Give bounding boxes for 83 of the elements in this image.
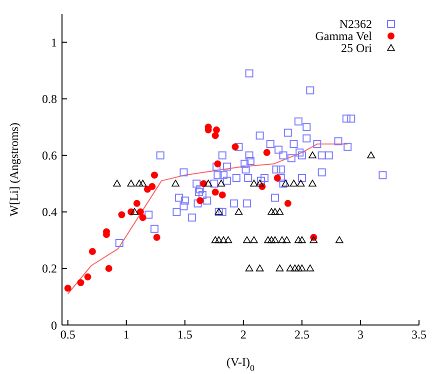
y-tick-label: 0 bbox=[51, 318, 57, 332]
point bbox=[135, 180, 144, 187]
point bbox=[250, 180, 258, 187]
point bbox=[204, 180, 212, 187]
point bbox=[308, 180, 316, 187]
point bbox=[133, 200, 140, 207]
point bbox=[271, 208, 279, 215]
x-axis-title: (V-I)$_{0}$ bbox=[226, 355, 256, 373]
point bbox=[256, 180, 264, 187]
point bbox=[243, 236, 251, 244]
point bbox=[212, 188, 219, 196]
point bbox=[138, 180, 147, 187]
point bbox=[64, 284, 72, 292]
point bbox=[256, 264, 264, 272]
point bbox=[278, 236, 286, 244]
point bbox=[139, 214, 146, 222]
point bbox=[245, 264, 254, 272]
point bbox=[336, 236, 344, 244]
point bbox=[294, 264, 302, 272]
point bbox=[105, 264, 112, 272]
x-tick-label: 1.5 bbox=[177, 328, 192, 342]
point bbox=[217, 180, 226, 187]
x-tick-label: 2.5 bbox=[294, 328, 310, 342]
point bbox=[276, 264, 284, 272]
point bbox=[150, 172, 158, 179]
point bbox=[113, 180, 121, 187]
point bbox=[88, 248, 96, 255]
point bbox=[294, 236, 302, 244]
point bbox=[276, 208, 284, 215]
point bbox=[298, 264, 306, 272]
point bbox=[264, 236, 272, 244]
point bbox=[290, 180, 298, 187]
point bbox=[271, 236, 279, 244]
point bbox=[268, 208, 276, 215]
point bbox=[196, 197, 204, 204]
x-tick-label: 2 bbox=[240, 328, 246, 342]
x-tick-label: 0.5 bbox=[60, 328, 76, 342]
point bbox=[286, 264, 294, 272]
y-tick-label: 0.8 bbox=[42, 92, 57, 106]
point bbox=[212, 132, 219, 140]
x-tick-label: 3.5 bbox=[412, 328, 426, 342]
point bbox=[211, 236, 220, 244]
point bbox=[172, 180, 180, 187]
point bbox=[214, 236, 223, 244]
point bbox=[136, 208, 144, 216]
point bbox=[232, 143, 239, 150]
y-tick-label: 0.6 bbox=[42, 148, 57, 163]
point bbox=[84, 273, 92, 280]
point bbox=[268, 236, 276, 244]
point bbox=[118, 211, 126, 218]
y-axis-title: W[Li] (Angstroms) bbox=[7, 122, 21, 216]
point bbox=[250, 236, 258, 244]
y-tick-label: 0.2 bbox=[42, 262, 57, 276]
legend-label: Gamma Vel bbox=[315, 29, 372, 43]
point bbox=[367, 151, 375, 158]
point bbox=[306, 264, 314, 272]
y-tick-label: 0.4 bbox=[42, 205, 57, 220]
point bbox=[282, 180, 290, 187]
y-tick-label: 1 bbox=[51, 36, 57, 50]
x-tick-label: 1 bbox=[123, 328, 130, 342]
point bbox=[234, 208, 243, 215]
point bbox=[274, 174, 281, 182]
point bbox=[298, 236, 306, 244]
point bbox=[310, 236, 318, 244]
point bbox=[77, 279, 84, 286]
legend-label: 25 Ori bbox=[341, 41, 372, 55]
point bbox=[224, 236, 232, 244]
point bbox=[220, 236, 228, 244]
point bbox=[308, 151, 316, 158]
point bbox=[130, 208, 138, 215]
point bbox=[214, 160, 222, 168]
point bbox=[127, 180, 135, 187]
legend-label: N2362 bbox=[339, 17, 372, 31]
point bbox=[213, 126, 220, 134]
point bbox=[153, 234, 160, 241]
point bbox=[296, 180, 305, 187]
point bbox=[218, 191, 226, 198]
point bbox=[282, 236, 291, 244]
point bbox=[284, 200, 292, 207]
point bbox=[148, 182, 156, 190]
point bbox=[291, 264, 299, 272]
point bbox=[263, 149, 270, 156]
x-tick-label: 3 bbox=[357, 328, 364, 342]
